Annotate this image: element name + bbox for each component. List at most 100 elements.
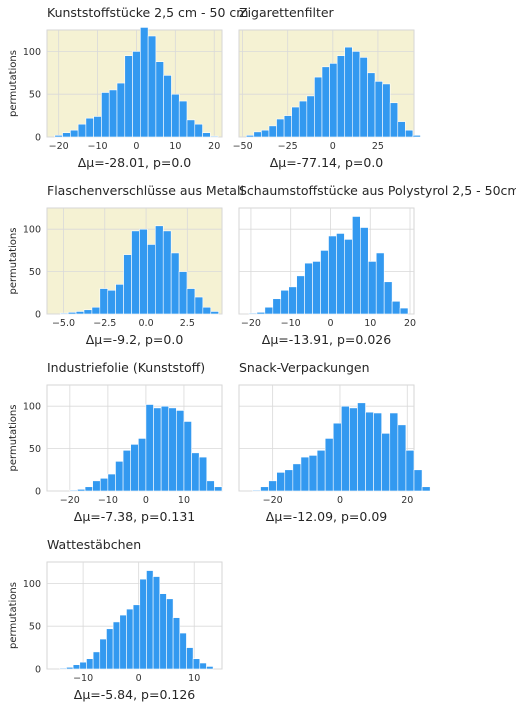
histogram-panel-4: Schaumstoffstücke aus Polystyrol 2,5 - 5…: [238, 183, 516, 347]
histogram-panel-5: Industriefolie (Kunststoff)−20 −10 0 100501…: [8, 360, 223, 524]
x-tick-label: 20: [401, 495, 413, 506]
histogram-bar: [86, 658, 94, 670]
histogram-bar: [329, 63, 338, 138]
x-tick-label: −25: [278, 141, 298, 152]
histogram-bar: [276, 118, 285, 138]
histogram-bar: [168, 407, 177, 492]
histogram-bar: [147, 35, 157, 138]
histogram-bar: [176, 410, 185, 492]
histogram-bar: [108, 89, 118, 138]
x-tick-label: −50: [233, 141, 253, 152]
x-tick-label: −10: [88, 141, 108, 152]
histogram-bar: [359, 57, 368, 138]
histogram-bar: [256, 312, 266, 315]
x-tick-label: 10: [178, 495, 190, 506]
panel-title: Schaumstoffstücke aus Polystyrol 2,5 - 5…: [239, 183, 516, 198]
x-tick-label: 25: [372, 141, 384, 152]
histogram-bar: [314, 76, 323, 138]
histogram-bar: [139, 578, 147, 670]
y-tick-label: 100: [23, 225, 41, 236]
histogram-bar: [85, 117, 94, 138]
histogram-bar: [54, 134, 63, 138]
histogram-bar: [276, 472, 286, 492]
histogram-bar: [130, 444, 139, 492]
histogram-bar: [194, 296, 204, 315]
histogram-bar: [138, 438, 147, 492]
histogram-bar: [155, 61, 164, 138]
histogram-panel-7: Wattestäbchen−10 0 10050100permutationsΔμ=…: [8, 537, 223, 702]
histogram-bar: [365, 411, 374, 492]
histogram-bar: [399, 307, 409, 315]
histogram-bar: [107, 289, 116, 315]
histogram-bar: [316, 449, 326, 492]
y-tick-label: 100: [23, 402, 41, 413]
x-tick-label: 10: [169, 141, 181, 152]
x-tick-label: 0: [133, 141, 139, 152]
histogram-bar: [84, 486, 93, 492]
histogram-bar: [153, 407, 162, 492]
histogram-bar: [292, 463, 302, 492]
histogram-bar: [115, 284, 124, 315]
histogram-bar: [304, 262, 313, 315]
x-axis-label: Δμ=-9.2, p=0.0: [86, 332, 184, 347]
histogram-bar: [101, 92, 110, 138]
histogram-bar: [328, 235, 337, 315]
y-tick-label: 50: [29, 444, 41, 455]
histogram-bar: [284, 469, 294, 492]
histogram-bar: [214, 486, 223, 492]
histogram-bar: [336, 233, 345, 315]
panel-title: Kunststoffstücke 2,5 cm - 50 cm: [47, 5, 248, 20]
histogram-bar: [412, 134, 421, 138]
histogram-bar: [405, 129, 414, 138]
y-tick-label: 50: [29, 622, 41, 633]
histogram-bar: [172, 617, 181, 670]
x-axis-label: Δμ=-12.09, p=0.09: [266, 509, 388, 524]
histogram-bar: [261, 129, 270, 138]
histogram-bar: [245, 134, 255, 138]
histogram-bar: [107, 473, 116, 492]
histogram-bar: [272, 298, 282, 315]
histogram-bar: [397, 424, 407, 492]
histogram-bar: [140, 27, 149, 138]
histogram-bar: [132, 604, 141, 670]
histogram-bar: [62, 132, 71, 138]
histogram-bar: [360, 227, 369, 315]
histogram-bar: [99, 638, 107, 670]
x-tick-label: 10: [364, 318, 376, 329]
panel-title: Industriefolie (Kunststoff): [47, 360, 205, 375]
y-tick-label: 0: [35, 487, 41, 498]
histogram-bar: [75, 311, 85, 315]
histogram-bar: [381, 433, 391, 492]
histogram-bar: [300, 456, 310, 492]
histogram-bar: [123, 254, 132, 315]
histogram-bar: [202, 306, 212, 315]
histogram-bar: [296, 275, 305, 315]
x-axis-label: Δμ=-7.38, p=0.131: [74, 509, 195, 524]
histogram-bar: [99, 477, 109, 492]
histogram-bar: [391, 300, 401, 315]
y-tick-label: 0: [35, 665, 41, 676]
panel-title: Wattestäbchen: [47, 537, 141, 552]
histogram-bar: [397, 121, 406, 138]
histogram-bar: [198, 456, 208, 492]
histogram-bar: [283, 115, 292, 138]
histogram-bar: [321, 66, 330, 138]
histogram-bar: [163, 75, 172, 138]
x-tick-label: 20: [208, 141, 220, 152]
histogram-bar: [367, 72, 376, 138]
histogram-bar: [178, 100, 188, 138]
histogram-bar: [375, 252, 385, 315]
histogram-bar: [115, 461, 124, 492]
y-axis-label: permutations: [8, 228, 19, 295]
x-tick-label: 20: [404, 318, 416, 329]
histogram-bar: [308, 455, 318, 492]
histogram-bar: [152, 576, 161, 670]
histogram-bar: [349, 407, 358, 492]
histogram-bar: [344, 46, 353, 138]
histogram-bar: [93, 116, 102, 138]
histogram-bar: [405, 449, 415, 492]
histogram-bar: [320, 250, 329, 315]
histogram-bar: [288, 286, 297, 315]
y-tick-label: 100: [23, 47, 41, 58]
